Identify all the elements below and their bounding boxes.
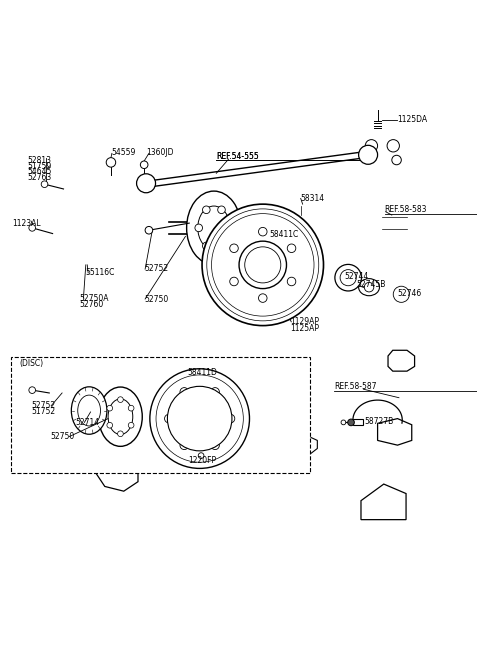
Circle shape (364, 282, 374, 292)
Text: 51752: 51752 (31, 407, 55, 417)
Text: 52746: 52746 (397, 289, 422, 298)
Circle shape (340, 270, 356, 286)
Circle shape (118, 431, 123, 437)
Circle shape (156, 375, 243, 462)
Circle shape (348, 419, 354, 426)
Circle shape (168, 386, 232, 451)
Text: 52744: 52744 (344, 272, 369, 281)
Text: 52813: 52813 (27, 156, 51, 165)
Text: 52752: 52752 (31, 402, 55, 410)
Ellipse shape (108, 399, 133, 434)
Circle shape (165, 415, 173, 423)
Ellipse shape (78, 395, 100, 426)
Circle shape (198, 453, 204, 458)
Circle shape (203, 242, 210, 250)
Circle shape (211, 388, 219, 396)
Circle shape (29, 387, 36, 394)
Text: 52745B: 52745B (356, 280, 385, 290)
Circle shape (203, 206, 210, 214)
Text: 1220FP: 1220FP (188, 456, 216, 465)
Text: 51759: 51759 (27, 162, 52, 171)
Circle shape (106, 158, 116, 167)
Text: REF.58-583: REF.58-583 (384, 205, 427, 214)
Circle shape (118, 397, 123, 402)
Circle shape (145, 227, 153, 234)
Text: 54559: 54559 (111, 149, 135, 157)
Circle shape (226, 415, 235, 423)
Text: 1125DA: 1125DA (397, 115, 428, 124)
Circle shape (41, 181, 48, 187)
Circle shape (287, 277, 296, 286)
Circle shape (335, 265, 361, 291)
Circle shape (211, 441, 219, 449)
Text: 1360JD: 1360JD (146, 149, 174, 157)
Text: 58727B: 58727B (364, 417, 394, 426)
Text: 52760: 52760 (80, 300, 104, 309)
Ellipse shape (72, 387, 107, 434)
FancyBboxPatch shape (353, 419, 363, 424)
Text: 58411D: 58411D (187, 368, 217, 377)
Circle shape (107, 422, 113, 428)
Text: 1125AP: 1125AP (290, 324, 319, 333)
Circle shape (225, 224, 233, 232)
Text: REF.54-555: REF.54-555 (216, 152, 259, 161)
Circle shape (140, 161, 148, 168)
Circle shape (29, 225, 36, 231)
Circle shape (259, 227, 267, 236)
Text: 52752: 52752 (144, 264, 168, 272)
Text: 55116C: 55116C (86, 269, 115, 278)
Ellipse shape (198, 206, 230, 250)
Text: 54645: 54645 (27, 168, 52, 176)
Text: REF.54-555: REF.54-555 (216, 152, 259, 161)
Circle shape (387, 140, 399, 152)
Circle shape (180, 441, 189, 449)
Text: 1129AP: 1129AP (290, 317, 319, 326)
Circle shape (239, 241, 287, 289)
Text: 58314: 58314 (301, 194, 325, 203)
Circle shape (212, 214, 314, 316)
Ellipse shape (359, 278, 380, 295)
Circle shape (393, 286, 409, 303)
Circle shape (107, 405, 113, 411)
Circle shape (195, 224, 203, 232)
Circle shape (137, 174, 156, 193)
Circle shape (230, 277, 238, 286)
Circle shape (176, 395, 223, 442)
Circle shape (259, 294, 267, 303)
Circle shape (128, 422, 134, 428)
Text: (DISC): (DISC) (19, 358, 44, 367)
Circle shape (287, 244, 296, 253)
Circle shape (180, 388, 189, 396)
Text: 52750A: 52750A (80, 293, 109, 303)
FancyBboxPatch shape (12, 357, 310, 473)
Circle shape (218, 206, 225, 214)
Ellipse shape (187, 191, 241, 265)
Text: 1123AL: 1123AL (12, 219, 41, 228)
Circle shape (392, 155, 401, 165)
Circle shape (365, 140, 378, 152)
Text: 52714: 52714 (75, 418, 99, 427)
Circle shape (230, 244, 238, 253)
Circle shape (128, 405, 134, 411)
Text: 58411C: 58411C (269, 231, 299, 240)
Circle shape (218, 242, 225, 250)
Circle shape (341, 420, 346, 424)
Circle shape (181, 401, 218, 437)
Circle shape (207, 209, 319, 321)
Circle shape (202, 204, 324, 326)
Text: 52763: 52763 (27, 173, 52, 182)
Circle shape (359, 145, 378, 164)
Circle shape (150, 369, 250, 468)
Ellipse shape (98, 387, 142, 446)
Text: 52750: 52750 (50, 432, 74, 441)
Circle shape (245, 247, 281, 283)
Text: 52750: 52750 (144, 295, 168, 305)
Text: REF.58-587: REF.58-587 (334, 383, 376, 391)
